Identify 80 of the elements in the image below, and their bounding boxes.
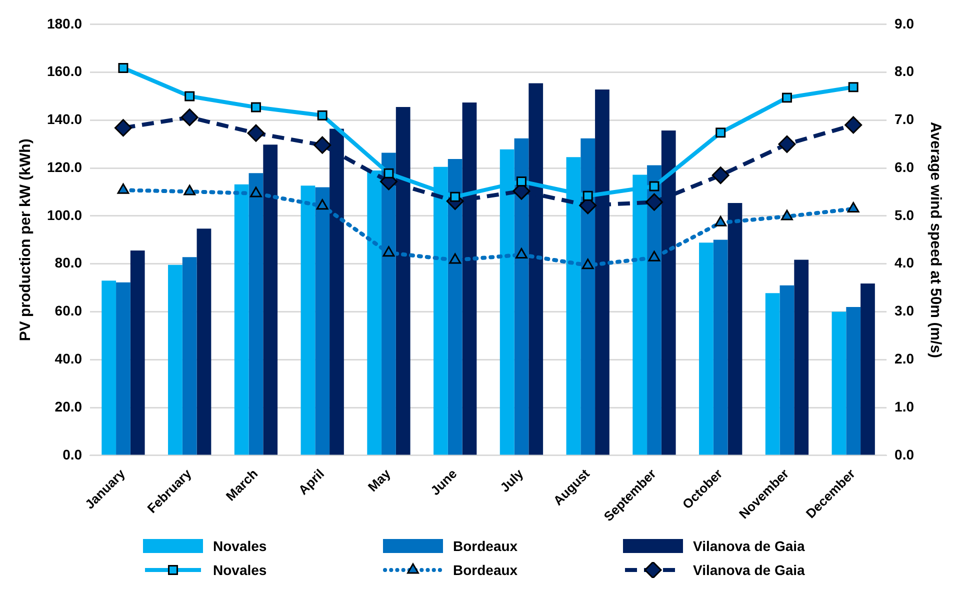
legend-label: Vilanova de Gaia	[693, 538, 805, 554]
point	[847, 202, 860, 213]
bar	[846, 306, 861, 455]
bar	[182, 257, 197, 455]
point	[316, 199, 328, 210]
point	[645, 193, 663, 211]
point	[582, 258, 594, 270]
bar	[728, 203, 742, 455]
point	[712, 166, 730, 184]
y-tick-label: 100.0	[46, 206, 82, 223]
point	[716, 128, 726, 138]
y2-tick-label: 4.0	[894, 254, 914, 271]
y-tick-label: 120.0	[46, 158, 82, 175]
point	[118, 62, 128, 73]
y2-tick-label: 6.0	[894, 158, 914, 175]
point	[317, 110, 328, 120]
point	[314, 136, 332, 154]
point	[117, 183, 130, 194]
point	[384, 168, 394, 178]
y2-tick-label: 1.0	[894, 398, 914, 414]
y-tick-label: 20.0	[54, 398, 82, 414]
point	[648, 250, 660, 262]
bar	[832, 312, 846, 455]
bar	[300, 186, 316, 455]
bar	[234, 184, 249, 455]
point	[848, 82, 858, 92]
point	[114, 119, 132, 137]
legend-label: Vilanova de Gaia	[693, 562, 805, 578]
bar	[780, 285, 794, 455]
bar	[196, 228, 212, 455]
x-tick-label: July	[497, 465, 527, 496]
point	[782, 92, 792, 103]
y2-tick-label: 9.0	[894, 15, 914, 32]
bar	[860, 284, 875, 455]
y2-tick-label: 8.0	[894, 63, 914, 80]
point	[781, 210, 793, 220]
point	[844, 116, 862, 134]
point	[516, 248, 528, 259]
point	[714, 216, 727, 226]
y2-tick-label: 7.0	[894, 111, 914, 128]
y2-axis-title: Average wind speed at 50m (m/s)	[926, 122, 944, 358]
point	[649, 181, 660, 192]
bar	[168, 264, 182, 455]
point	[180, 108, 198, 126]
y2-tick-label: 3.0	[894, 302, 914, 319]
point	[778, 135, 796, 153]
y-tick-label: 140.0	[46, 111, 82, 128]
y-axis-title: PV production per kW (kWh)	[17, 138, 34, 342]
point	[247, 124, 265, 142]
legend-label: Novales	[213, 538, 267, 554]
y-tick-label: 40.0	[54, 350, 82, 367]
point	[449, 253, 462, 264]
legend-label: Novales	[213, 562, 267, 578]
point	[582, 190, 593, 201]
point	[382, 246, 395, 257]
bar	[713, 240, 728, 455]
bar	[699, 242, 714, 455]
bar	[130, 250, 145, 455]
point	[250, 186, 262, 198]
point	[184, 184, 196, 196]
point	[450, 192, 460, 202]
bar	[765, 293, 780, 455]
y-tick-label: 80.0	[54, 254, 82, 271]
legend-label: Bordeaux	[453, 562, 518, 578]
y2-tick-label: 5.0	[894, 206, 914, 223]
y-tick-label: 0.0	[62, 446, 82, 462]
y-tick-label: 60.0	[54, 302, 82, 319]
bar	[116, 282, 130, 455]
x-tick-label: May	[364, 465, 394, 495]
bar	[102, 280, 116, 455]
y2-tick-label: 2.0	[894, 350, 914, 367]
bar	[263, 144, 278, 455]
point	[250, 102, 261, 112]
legend-label: Bordeaux	[453, 538, 518, 554]
point	[516, 176, 526, 186]
y-tick-label: 180.0	[46, 15, 82, 32]
bar	[794, 260, 809, 455]
y-tick-label: 160.0	[46, 63, 82, 80]
y2-tick-label: 0.0	[894, 446, 914, 462]
point	[184, 91, 195, 102]
